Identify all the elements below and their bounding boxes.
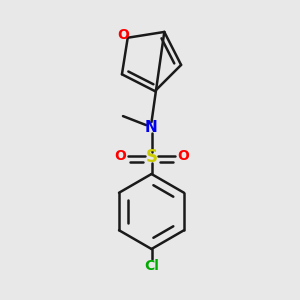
Text: N: N <box>145 120 158 135</box>
Text: O: O <box>118 28 130 42</box>
Text: O: O <box>177 149 189 163</box>
Text: S: S <box>146 148 158 166</box>
Text: O: O <box>114 149 126 163</box>
Text: Cl: Cl <box>144 259 159 272</box>
